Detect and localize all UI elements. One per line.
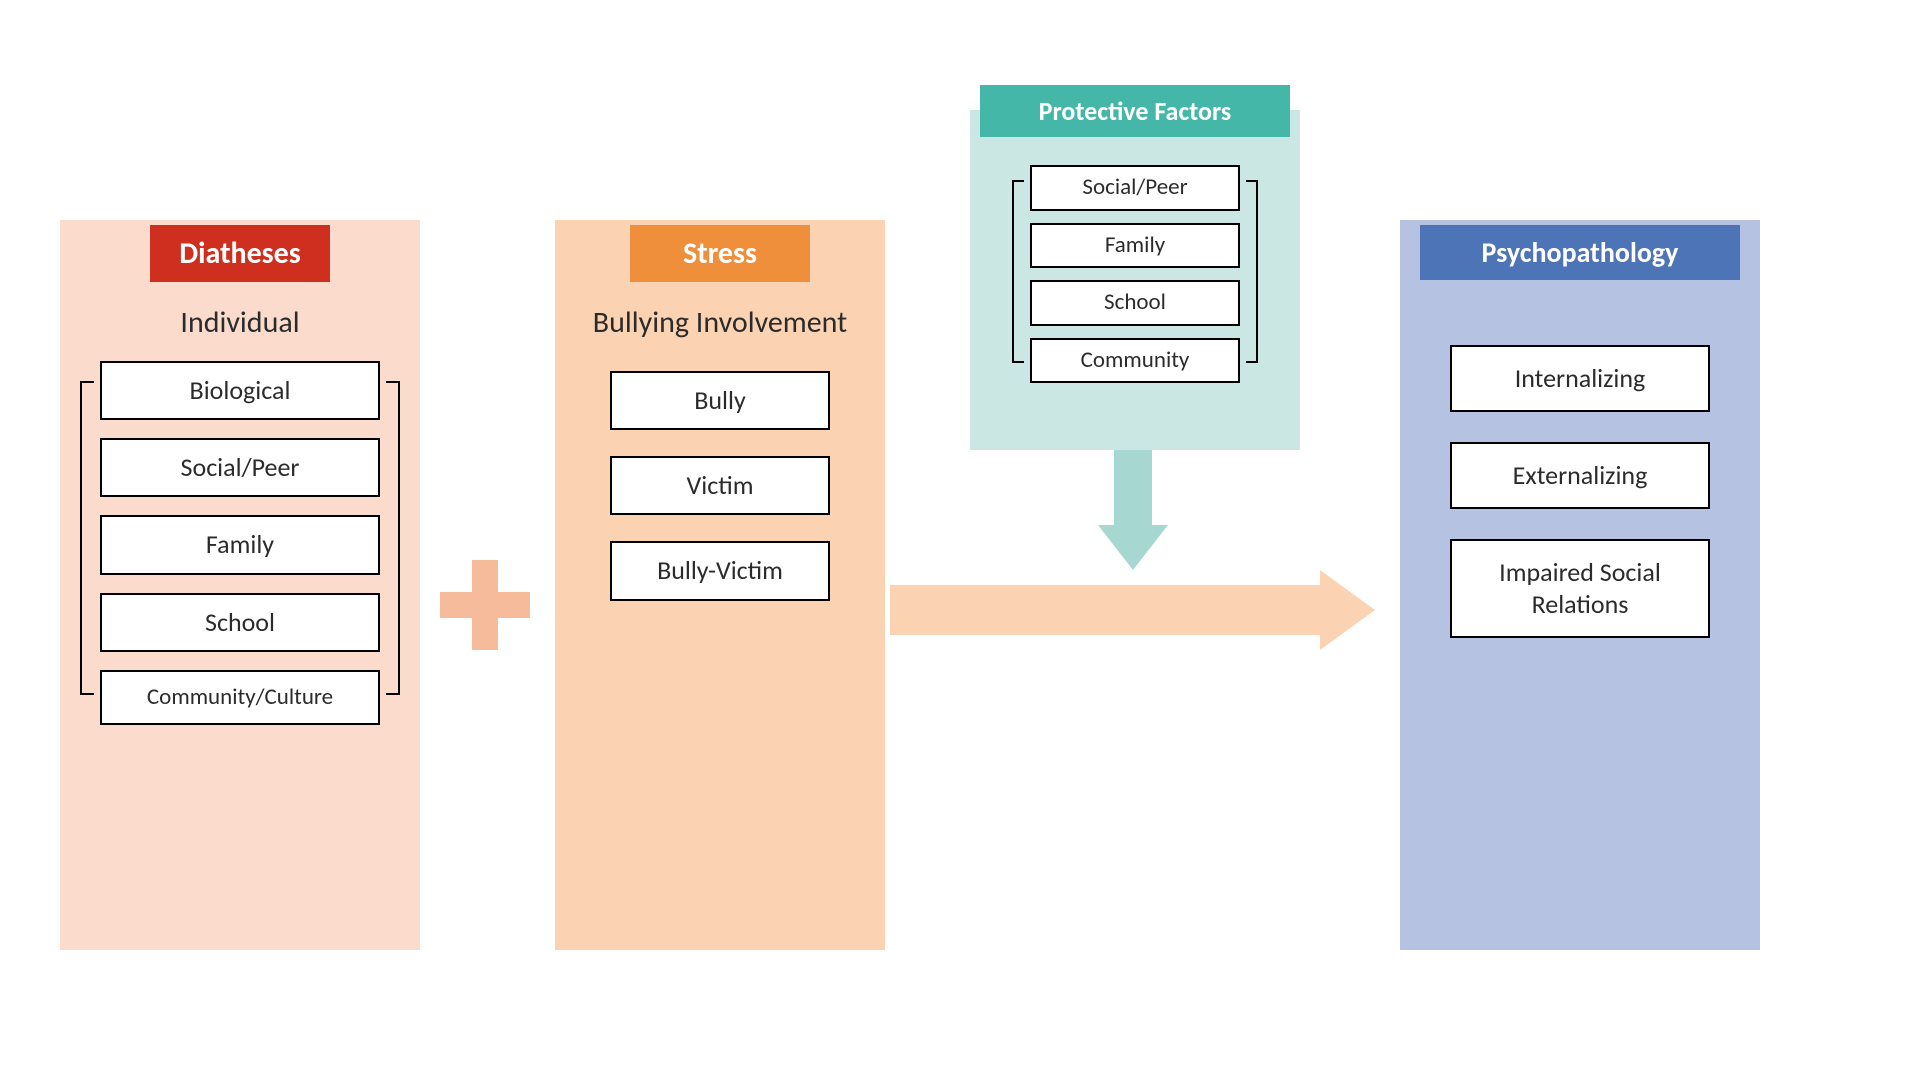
- diatheses-items-wrap: Biological Social/Peer Family School Com…: [90, 361, 390, 725]
- bracket-right-icon: [386, 381, 400, 695]
- protective-header: Protective Factors: [980, 85, 1290, 137]
- stress-panel: Stress Bullying Involvement Bully Victim…: [555, 220, 885, 950]
- plus-icon: [440, 560, 530, 650]
- bracket-left-icon: [1012, 180, 1024, 363]
- diatheses-item: Family: [100, 515, 380, 574]
- stress-item: Bully-Victim: [610, 541, 830, 600]
- diatheses-panel: Diatheses Individual Biological Social/P…: [60, 220, 420, 950]
- stress-subtitle: Bullying Involvement: [555, 305, 885, 341]
- stress-item: Bully: [610, 371, 830, 430]
- stress-item: Victim: [610, 456, 830, 515]
- diatheses-item: Social/Peer: [100, 438, 380, 497]
- protective-item: School: [1030, 280, 1240, 326]
- stress-header: Stress: [630, 225, 810, 282]
- psychopathology-item: Internalizing: [1450, 345, 1710, 412]
- bracket-left-icon: [80, 381, 94, 695]
- arrow-right-icon: [890, 570, 1380, 650]
- arrow-down-icon: [1098, 450, 1168, 570]
- protective-item: Community: [1030, 338, 1240, 384]
- psychopathology-item: Externalizing: [1450, 442, 1710, 509]
- diatheses-header: Diatheses: [150, 225, 330, 282]
- protective-items-wrap: Social/Peer Family School Community: [1020, 165, 1250, 383]
- diatheses-item: Community/Culture: [100, 670, 380, 726]
- psychopathology-item: Impaired Social Relations: [1450, 539, 1710, 637]
- psychopathology-header: Psychopathology: [1420, 225, 1740, 280]
- diatheses-item: Biological: [100, 361, 380, 420]
- diatheses-item: School: [100, 593, 380, 652]
- protective-panel: Protective Factors Social/Peer Family Sc…: [970, 110, 1300, 450]
- protective-item: Social/Peer: [1030, 165, 1240, 211]
- psychopathology-panel: Psychopathology Internalizing Externaliz…: [1400, 220, 1760, 950]
- protective-item: Family: [1030, 223, 1240, 269]
- diatheses-subtitle: Individual: [60, 305, 420, 341]
- bracket-right-icon: [1246, 180, 1258, 363]
